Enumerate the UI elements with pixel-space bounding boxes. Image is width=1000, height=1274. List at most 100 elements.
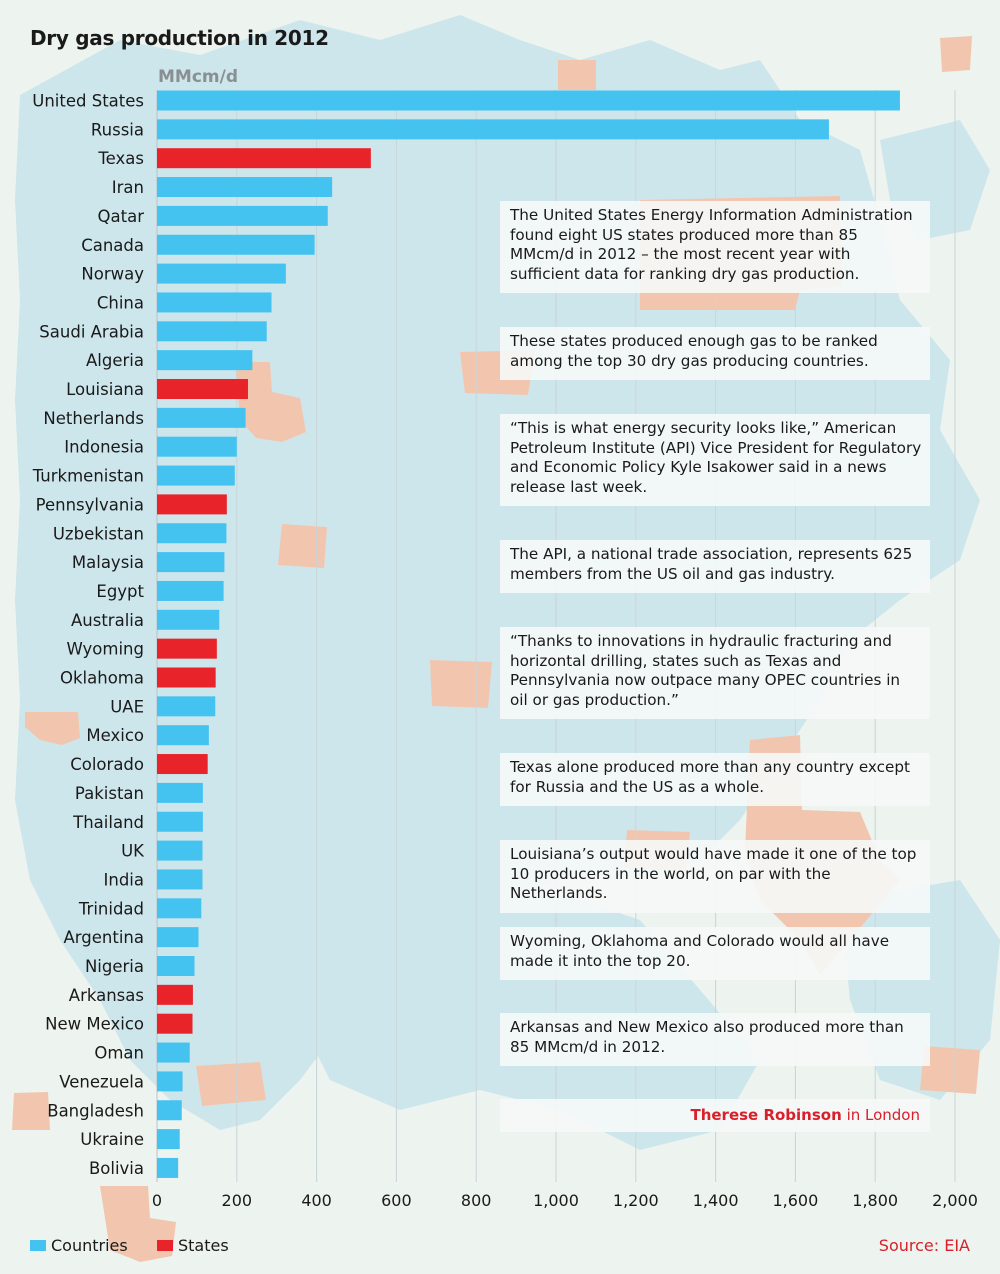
bar <box>157 465 235 486</box>
x-tick-label: 1,200 <box>613 1191 659 1210</box>
category-label: Iran <box>112 178 144 197</box>
bar <box>157 321 267 342</box>
bar <box>157 696 216 717</box>
chart-title: Dry gas production in 2012 <box>30 26 329 50</box>
bar <box>157 90 900 111</box>
category-label: India <box>104 870 145 889</box>
category-label: Bangladesh <box>47 1101 144 1120</box>
x-tick-label: 1,600 <box>772 1191 818 1210</box>
annotation-note: “Thanks to innovations in hydraulic frac… <box>500 627 930 720</box>
category-label: Louisiana <box>66 380 144 399</box>
category-label: UK <box>121 842 145 861</box>
category-label: Wyoming <box>67 640 144 659</box>
category-label: Nigeria <box>85 957 144 976</box>
unit-label: MMcm/d <box>158 67 239 87</box>
category-label: Trinidad <box>78 899 144 918</box>
category-label: Pennsylvania <box>36 495 144 514</box>
annotation-note: Louisiana’s output would have made it on… <box>500 840 930 913</box>
annotation-note: These states produced enough gas to be r… <box>500 327 930 381</box>
source-credit: Source: EIA <box>878 1236 970 1255</box>
annotation-note: The United States Energy Information Adm… <box>500 201 930 294</box>
category-label: Bolivia <box>89 1159 144 1178</box>
bar <box>157 869 203 890</box>
x-tick-label: 400 <box>301 1191 332 1210</box>
legend-swatch-states <box>157 1240 173 1251</box>
category-label: Australia <box>71 611 144 630</box>
bar <box>157 494 227 515</box>
bar <box>157 609 220 630</box>
bar <box>157 1071 183 1092</box>
x-tick-label: 1,000 <box>533 1191 579 1210</box>
bar <box>157 840 203 861</box>
category-label: Algeria <box>86 351 144 370</box>
bar <box>157 638 217 659</box>
category-label: Norway <box>81 265 144 284</box>
category-label: Oklahoma <box>60 669 144 688</box>
bar <box>157 177 333 198</box>
byline: Therese Robinson in London <box>500 1099 930 1132</box>
category-label: UAE <box>110 697 144 716</box>
annotation-note: Arkansas and New Mexico also produced mo… <box>500 1013 930 1067</box>
category-label: Netherlands <box>43 409 144 428</box>
category-label: Malaysia <box>72 553 144 572</box>
category-label: Canada <box>81 236 144 255</box>
legend-countries: Countries <box>30 1236 128 1255</box>
category-label: Indonesia <box>64 438 144 457</box>
category-label: Saudi Arabia <box>39 322 144 341</box>
category-label: Argentina <box>64 928 145 947</box>
bar <box>157 119 829 140</box>
category-label: Pakistan <box>75 784 144 803</box>
bar <box>157 292 272 313</box>
bar <box>157 379 248 399</box>
legend-states: States <box>157 1236 229 1255</box>
x-tick-label: 800 <box>461 1191 492 1210</box>
bar <box>157 1157 179 1178</box>
bar <box>157 523 227 544</box>
x-tick-label: 0 <box>152 1191 162 1210</box>
category-label: Oman <box>94 1044 144 1063</box>
bar <box>157 754 208 775</box>
bar <box>157 205 328 226</box>
byline-location: in London <box>846 1106 920 1124</box>
category-label: Uzbekistan <box>53 524 144 543</box>
category-label: Egypt <box>96 582 144 601</box>
bar <box>157 984 193 1005</box>
x-tick-label: 1,400 <box>693 1191 739 1210</box>
category-label: New Mexico <box>45 1015 144 1034</box>
category-label: Colorado <box>70 755 144 774</box>
byline-author: Therese Robinson <box>690 1106 842 1124</box>
category-label: Mexico <box>86 726 144 745</box>
legend-label-countries: Countries <box>51 1236 128 1255</box>
annotation-note: The API, a national trade association, r… <box>500 540 930 594</box>
category-label: Turkmenistan <box>32 467 144 486</box>
bar <box>157 407 246 428</box>
annotation-note: “This is what energy security looks like… <box>500 414 930 507</box>
legend-label-states: States <box>178 1236 229 1255</box>
bar <box>157 725 209 746</box>
category-label: China <box>97 293 144 312</box>
bar <box>157 148 371 169</box>
x-tick-label: 200 <box>222 1191 253 1210</box>
category-label: Russia <box>91 120 144 139</box>
bar <box>157 927 199 948</box>
bar <box>157 436 237 457</box>
bar <box>157 580 224 601</box>
bar <box>157 1129 180 1150</box>
bar <box>157 234 315 255</box>
bar <box>157 956 195 976</box>
annotation-note: Texas alone produced more than any count… <box>500 753 930 807</box>
bar <box>157 667 216 688</box>
bar <box>157 1013 193 1034</box>
category-label: Ukraine <box>80 1130 144 1149</box>
category-label: United States <box>32 92 144 111</box>
x-tick-label: 1,800 <box>852 1191 898 1210</box>
category-label: Arkansas <box>69 986 144 1005</box>
category-label: Texas <box>97 149 144 168</box>
bar <box>157 811 203 832</box>
category-label: Venezuela <box>59 1072 144 1091</box>
category-label: Thailand <box>72 813 144 832</box>
bar <box>157 1042 190 1063</box>
bar <box>157 350 253 371</box>
bar <box>157 263 286 284</box>
